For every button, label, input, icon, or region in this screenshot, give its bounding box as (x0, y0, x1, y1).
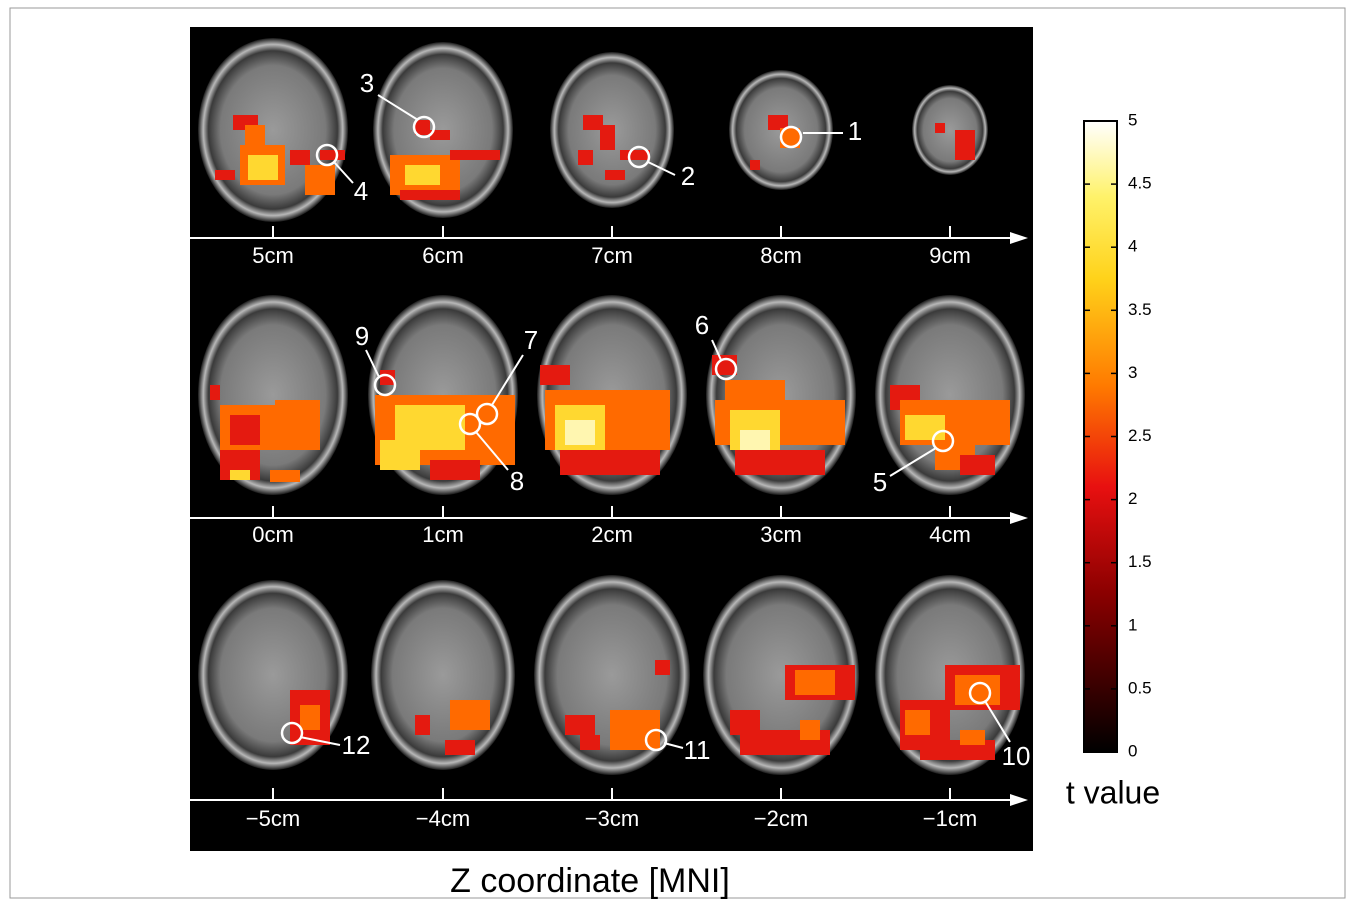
activation (578, 150, 593, 165)
colorbar-tick-label: 2 (1128, 489, 1137, 508)
slice-label: 5cm (252, 243, 294, 268)
activation (248, 155, 278, 180)
activation (625, 735, 645, 750)
activation (405, 165, 440, 185)
region-label: 8 (510, 466, 524, 496)
activation (445, 740, 475, 755)
activation (905, 415, 945, 440)
slice-label: 8cm (760, 243, 802, 268)
activation (605, 170, 625, 180)
slice-label: −2cm (754, 806, 808, 831)
activation (230, 470, 250, 480)
colorbar-tick-label: 3 (1128, 363, 1137, 382)
activation (430, 460, 480, 480)
colorbar-label: t value (1066, 774, 1160, 810)
activation (565, 715, 595, 735)
slice-label: 0cm (252, 522, 294, 547)
activation (560, 450, 660, 475)
activation (620, 150, 650, 160)
slice-label: 2cm (591, 522, 633, 547)
activation (580, 735, 600, 750)
colorbar-tick-label: 0 (1128, 741, 1137, 760)
region-label: 9 (355, 321, 369, 351)
activation (300, 705, 320, 730)
activation (230, 415, 260, 445)
region-label: 1 (848, 116, 862, 146)
activation (655, 660, 670, 675)
colorbar-tick-label: 3.5 (1128, 300, 1152, 319)
region-label: 3 (360, 68, 374, 98)
slice-label: 3cm (760, 522, 802, 547)
slice-label: 4cm (929, 522, 971, 547)
activation (415, 715, 430, 735)
activation (210, 385, 220, 400)
activation (960, 730, 985, 745)
activation (955, 130, 975, 160)
region-label: 4 (354, 176, 368, 206)
slice-label: 6cm (422, 243, 464, 268)
activation (740, 430, 770, 450)
activation (955, 675, 1000, 705)
figure: 5cm 6cm 7cm 8cm 9cm 0cm 1cm 2cm 3cm 4cm −5cm −4cm −3… (0, 0, 1355, 901)
region-label: 5 (873, 467, 887, 497)
activation (290, 150, 310, 165)
x-title: Z coordinate [MNI] (450, 862, 730, 900)
colorbar-tick-label: 5 (1128, 110, 1137, 129)
activation (450, 700, 490, 730)
region-label: 2 (681, 161, 695, 191)
activation (450, 150, 500, 160)
activation (735, 450, 825, 475)
activation (750, 160, 760, 170)
activation (380, 440, 420, 470)
slice-label: 9cm (929, 243, 971, 268)
slice-label: −5cm (246, 806, 300, 831)
activation (905, 710, 930, 735)
colorbar-tick-label: 0.5 (1128, 678, 1152, 697)
activation (795, 670, 835, 695)
activation (540, 365, 570, 385)
activation (800, 720, 820, 740)
activation (565, 420, 595, 445)
activation (275, 400, 320, 445)
region-label: 11 (684, 735, 711, 765)
colorbar-tick-label: 1.5 (1128, 552, 1152, 571)
brain-slice (371, 580, 515, 770)
region-label: 12 (342, 730, 371, 760)
activation (270, 470, 300, 482)
slice-label: 1cm (422, 522, 464, 547)
slice-label: −1cm (923, 806, 977, 831)
colorbar-tick-label: 2.5 (1128, 426, 1152, 445)
activation (305, 165, 335, 195)
colorbar-tick-label: 4 (1128, 237, 1137, 256)
activation (320, 150, 345, 160)
region-label: 6 (695, 310, 709, 340)
activation (935, 123, 945, 133)
brain-slice (912, 85, 988, 175)
colorbar-tick-label: 4.5 (1128, 174, 1152, 193)
region-label: 10 (1002, 741, 1031, 771)
colorbar-tick-label: 1 (1128, 615, 1137, 634)
activation (400, 190, 460, 200)
activation (245, 125, 265, 145)
activation (215, 170, 235, 180)
slice-label: 7cm (591, 243, 633, 268)
slice-label: −4cm (416, 806, 470, 831)
slice-label: −3cm (585, 806, 639, 831)
activation (960, 455, 995, 475)
activation (600, 125, 615, 150)
region-label: 7 (524, 325, 538, 355)
